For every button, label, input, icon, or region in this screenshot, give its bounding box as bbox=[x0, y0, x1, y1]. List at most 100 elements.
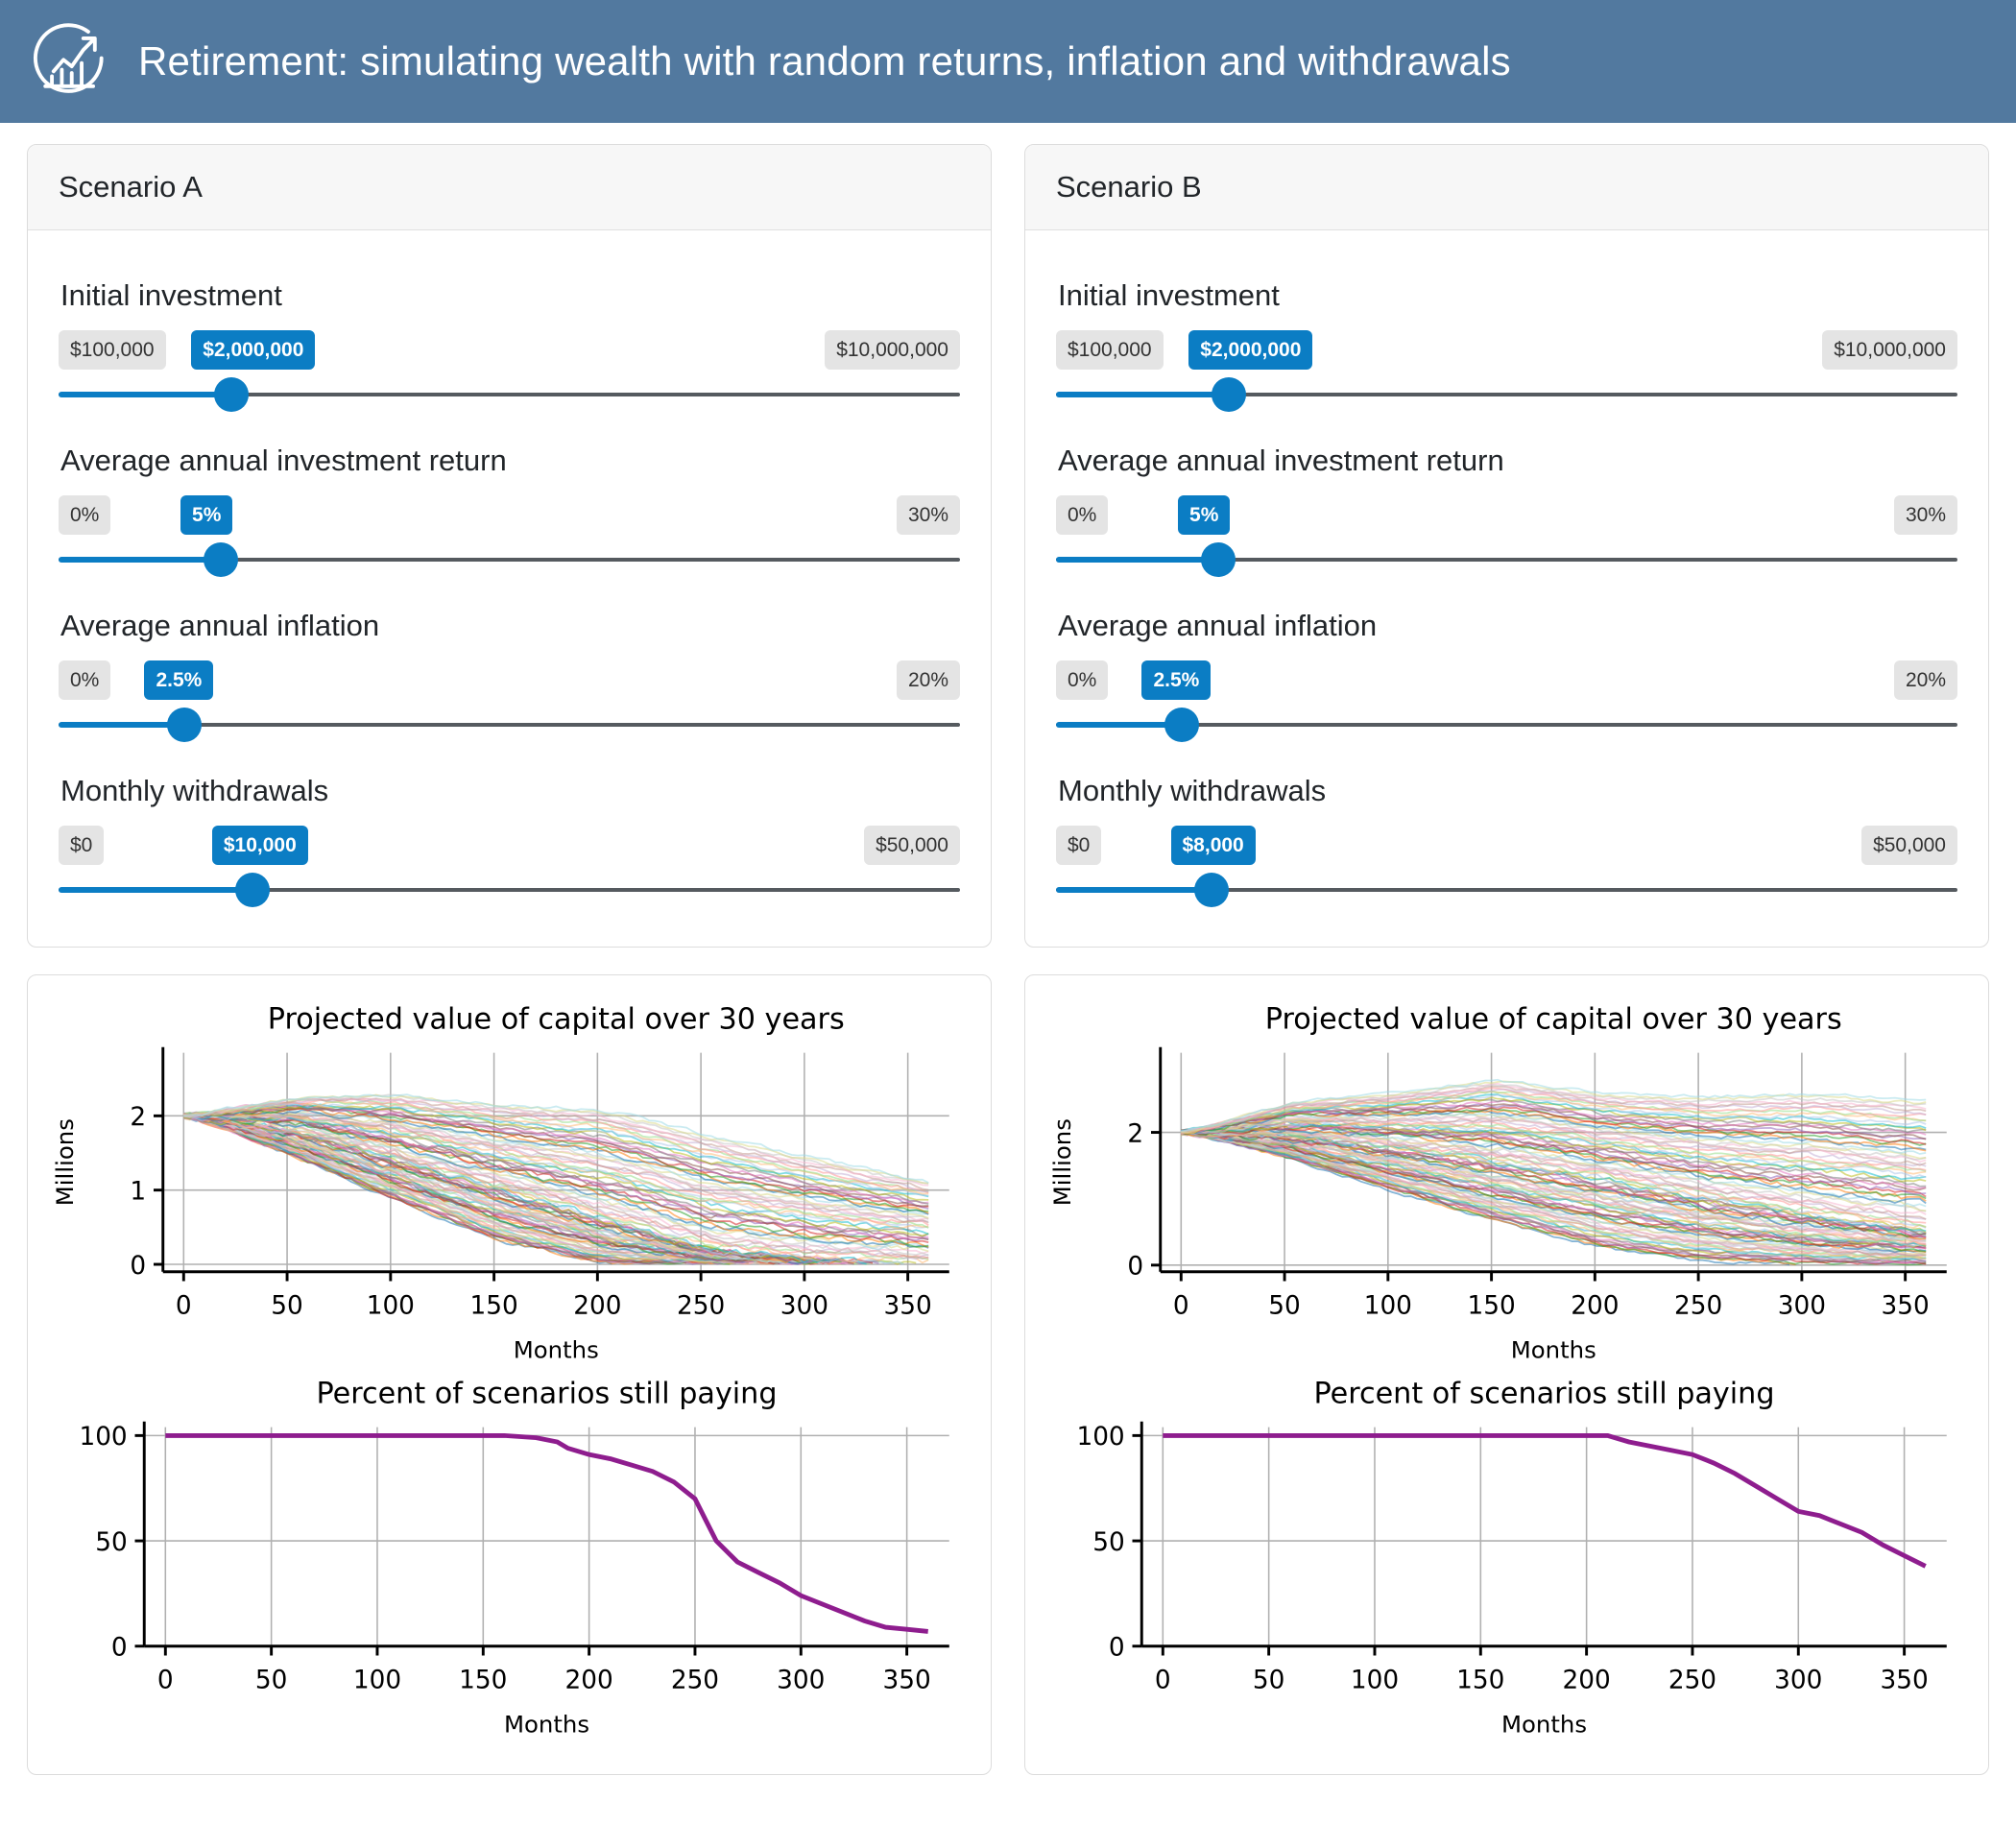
chart-percent-paying-a: Percent of scenarios still paying 0 50 100 1… bbox=[79, 1377, 949, 1738]
slider-track-annual-inflation-a[interactable] bbox=[59, 703, 960, 749]
svg-text:250: 250 bbox=[1668, 1667, 1716, 1695]
slider-track bbox=[1056, 558, 1957, 562]
slider-value-badge: $8,000 bbox=[1170, 825, 1256, 865]
svg-text:Projected value of capital ove: Projected value of capital over 30 years bbox=[1265, 1002, 1842, 1036]
slider-max-label: 20% bbox=[1893, 660, 1957, 700]
svg-text:0: 0 bbox=[1127, 1253, 1143, 1282]
svg-text:0: 0 bbox=[157, 1667, 174, 1695]
svg-text:50: 50 bbox=[1253, 1667, 1284, 1695]
svg-text:50: 50 bbox=[1092, 1528, 1124, 1557]
svg-text:Projected value of capital ove: Projected value of capital over 30 years bbox=[268, 1002, 845, 1036]
slider-track-annual-return-a[interactable] bbox=[59, 538, 960, 584]
slider-fill bbox=[59, 392, 232, 397]
slider-track bbox=[59, 558, 960, 562]
slider-value-badge: $2,000,000 bbox=[191, 329, 316, 370]
svg-text:200: 200 bbox=[1563, 1667, 1611, 1695]
svg-text:100: 100 bbox=[353, 1667, 401, 1695]
slider-handle[interactable] bbox=[1193, 873, 1229, 907]
slider-track-monthly-withdrawals-a[interactable] bbox=[59, 868, 960, 914]
svg-text:300: 300 bbox=[1778, 1292, 1826, 1321]
scenario-a-title: Scenario A bbox=[28, 145, 991, 230]
slider-value-row: 0% 5% 30% bbox=[1056, 493, 1957, 536]
slider-max-label: $50,000 bbox=[864, 825, 960, 865]
svg-text:Months: Months bbox=[514, 1335, 599, 1363]
slider-value-row: 0% 2.5% 20% bbox=[59, 659, 960, 701]
svg-text:50: 50 bbox=[255, 1667, 287, 1695]
slider-value-row: 0% 5% 30% bbox=[59, 493, 960, 536]
scenario-a-controls: Initial investment $100,000 $2,000,000 $… bbox=[28, 230, 991, 947]
slider-track bbox=[1056, 888, 1957, 892]
slider-value-badge: $2,000,000 bbox=[1188, 329, 1313, 370]
svg-text:0: 0 bbox=[1173, 1292, 1189, 1321]
svg-text:350: 350 bbox=[1882, 1292, 1930, 1321]
control-monthly-withdrawals-b: Monthly withdrawals $0 $8,000 $50,000 bbox=[1056, 774, 1957, 914]
svg-text:50: 50 bbox=[271, 1292, 302, 1321]
control-initial-investment-b: Initial investment $100,000 $2,000,000 $… bbox=[1056, 278, 1957, 419]
control-annual-return-b: Average annual investment return 0% 5% 3… bbox=[1056, 444, 1957, 584]
svg-text:100: 100 bbox=[79, 1423, 127, 1452]
slider-fill bbox=[1056, 392, 1230, 397]
svg-text:200: 200 bbox=[565, 1667, 613, 1695]
slider-fill bbox=[59, 887, 252, 893]
svg-text:100: 100 bbox=[1351, 1667, 1399, 1695]
slider-track-annual-inflation-b[interactable] bbox=[1056, 703, 1957, 749]
control-label: Average annual investment return bbox=[60, 444, 507, 477]
slider-max-label: 30% bbox=[1893, 494, 1957, 535]
slider-handle[interactable] bbox=[167, 708, 203, 742]
page-title: Retirement: simulating wealth with rando… bbox=[138, 38, 1511, 84]
slider-handle[interactable] bbox=[204, 542, 239, 577]
slider-fill bbox=[1056, 557, 1219, 563]
control-label: Average annual investment return bbox=[1058, 444, 1504, 477]
scenario-b-charts: Projected value of capital over 30 years… bbox=[1024, 974, 1989, 1775]
app-header: Retirement: simulating wealth with rando… bbox=[0, 0, 2016, 123]
slider-track bbox=[1056, 393, 1957, 396]
slider-track-initial-investment-a[interactable] bbox=[59, 372, 960, 419]
slider-track bbox=[59, 888, 960, 892]
slider-handle[interactable] bbox=[214, 377, 250, 412]
svg-text:0: 0 bbox=[111, 1634, 128, 1663]
scenario-charts-row: Projected value of capital over 30 years… bbox=[27, 974, 1989, 1775]
slider-track-annual-return-b[interactable] bbox=[1056, 538, 1957, 584]
slider-min-label: $0 bbox=[59, 825, 105, 865]
control-annual-return-a: Average annual investment return 0% 5% 3… bbox=[59, 444, 960, 584]
svg-text:350: 350 bbox=[883, 1667, 931, 1695]
slider-handle[interactable] bbox=[1201, 542, 1236, 577]
svg-text:Millions: Millions bbox=[1048, 1118, 1076, 1206]
slider-value-row: $100,000 $2,000,000 $10,000,000 bbox=[59, 328, 960, 371]
svg-text:50: 50 bbox=[95, 1528, 127, 1557]
svg-text:0: 0 bbox=[176, 1292, 192, 1321]
chart-capital-a: Projected value of capital over 30 years… bbox=[51, 1002, 949, 1363]
svg-text:Percent of scenarios still pay: Percent of scenarios still paying bbox=[316, 1377, 777, 1410]
svg-text:50: 50 bbox=[1268, 1292, 1300, 1321]
slider-value-badge: 5% bbox=[180, 494, 233, 535]
slider-min-label: $100,000 bbox=[59, 329, 166, 370]
svg-text:200: 200 bbox=[1571, 1292, 1619, 1321]
slider-track-monthly-withdrawals-b[interactable] bbox=[1056, 868, 1957, 914]
slider-max-label: $50,000 bbox=[1861, 825, 1957, 865]
svg-text:150: 150 bbox=[469, 1292, 517, 1321]
slider-min-label: 0% bbox=[59, 494, 111, 535]
scenario-b-panel: Scenario B Initial investment $100,000 $… bbox=[1024, 144, 1989, 948]
svg-text:100: 100 bbox=[1076, 1423, 1124, 1452]
growth-chart-icon bbox=[29, 20, 111, 103]
slider-min-label: 0% bbox=[59, 660, 111, 700]
slider-handle[interactable] bbox=[1212, 377, 1247, 412]
slider-fill bbox=[59, 722, 185, 728]
svg-text:Percent of scenarios still pay: Percent of scenarios still paying bbox=[1313, 1377, 1774, 1410]
chart-percent-paying-b: Percent of scenarios still paying 0 50 100 1… bbox=[1076, 1377, 1947, 1738]
scenario-controls-row: Scenario A Initial investment $100,000 $… bbox=[27, 144, 1989, 948]
svg-text:0: 0 bbox=[130, 1252, 146, 1281]
slider-handle[interactable] bbox=[234, 873, 270, 907]
slider-value-row: $100,000 $2,000,000 $10,000,000 bbox=[1056, 328, 1957, 371]
control-label: Initial investment bbox=[1058, 278, 1280, 312]
slider-value-badge: 5% bbox=[1178, 494, 1231, 535]
slider-min-label: $0 bbox=[1056, 825, 1102, 865]
slider-min-label: 0% bbox=[1056, 494, 1109, 535]
slider-value-row: $0 $10,000 $50,000 bbox=[59, 824, 960, 866]
control-label: Initial investment bbox=[60, 278, 282, 312]
control-initial-investment-a: Initial investment $100,000 $2,000,000 $… bbox=[59, 278, 960, 419]
slider-track-initial-investment-b[interactable] bbox=[1056, 372, 1957, 419]
svg-text:0: 0 bbox=[1109, 1634, 1125, 1663]
slider-handle[interactable] bbox=[1164, 708, 1200, 742]
svg-text:Millions: Millions bbox=[51, 1118, 79, 1206]
